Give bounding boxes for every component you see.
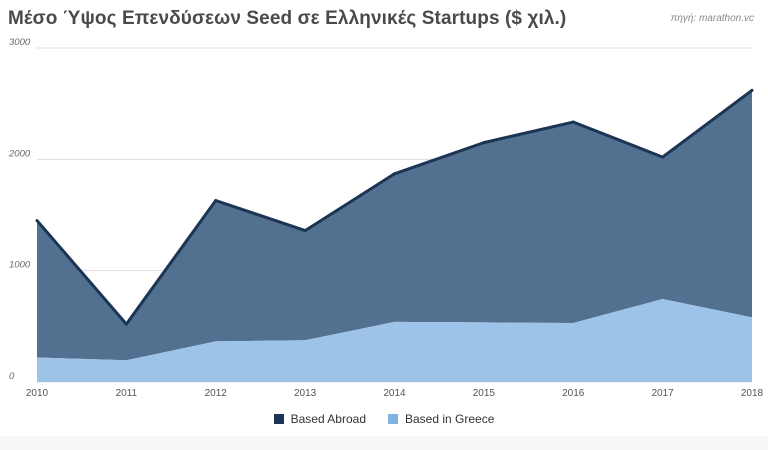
- stacked-area-chart: 2010 2011 2012 2013 2014 2015 2016 2017 2018 0 10…: [8, 37, 764, 399]
- source-note: πηγή: marathon.vc: [670, 13, 754, 24]
- x-tick-label-2012: 2012: [205, 388, 228, 399]
- point-total-2010: [35, 219, 39, 223]
- y-tick-label-0: 0: [9, 371, 15, 382]
- point-total-2011: [124, 322, 128, 326]
- legend-label-based-in-greece: Based in Greece: [405, 412, 495, 426]
- point-total-2013: [303, 229, 307, 233]
- x-tick-label-2011: 2011: [116, 388, 138, 399]
- point-total-2018: [750, 88, 754, 92]
- legend-swatch-based-in-greece: [388, 414, 398, 424]
- area-based-in-greece: [37, 299, 752, 382]
- point-total-2015: [482, 141, 486, 145]
- footer-band: [0, 436, 768, 450]
- y-axis-ticks: 0 1000 2000 3000: [8, 37, 31, 382]
- area-layers: [35, 88, 754, 382]
- y-tick-label-2000: 2000: [8, 148, 31, 159]
- x-tick-label-2013: 2013: [294, 388, 317, 399]
- x-tick-label-2014: 2014: [383, 388, 406, 399]
- legend-label-based-abroad: Based Abroad: [290, 412, 366, 426]
- chart-title: Μέσο Ύψος Επενδύσεων Seed σε Ελληνικές S…: [8, 8, 567, 29]
- y-tick-label-3000: 3000: [9, 37, 31, 48]
- x-axis-ticks: 2010 2011 2012 2013 2014 2015 2016 2017 2018: [26, 388, 764, 399]
- x-tick-label-2015: 2015: [473, 388, 496, 399]
- legend: Based Abroad Based in Greece: [0, 412, 768, 426]
- legend-item-based-in-greece[interactable]: Based in Greece: [388, 412, 494, 426]
- point-total-2014: [393, 172, 396, 176]
- point-total-2012: [214, 199, 218, 203]
- area-based-abroad: [37, 90, 752, 361]
- y-tick-label-1000: 1000: [9, 260, 31, 271]
- x-tick-label-2017: 2017: [652, 388, 675, 399]
- x-tick-label-2016: 2016: [562, 388, 585, 399]
- point-total-2017: [661, 155, 665, 159]
- point-total-2016: [571, 120, 575, 124]
- x-tick-label-2018: 2018: [741, 388, 764, 399]
- legend-item-based-abroad[interactable]: Based Abroad: [273, 412, 366, 426]
- legend-swatch-based-abroad: [273, 414, 284, 424]
- x-tick-label-2010: 2010: [26, 388, 49, 399]
